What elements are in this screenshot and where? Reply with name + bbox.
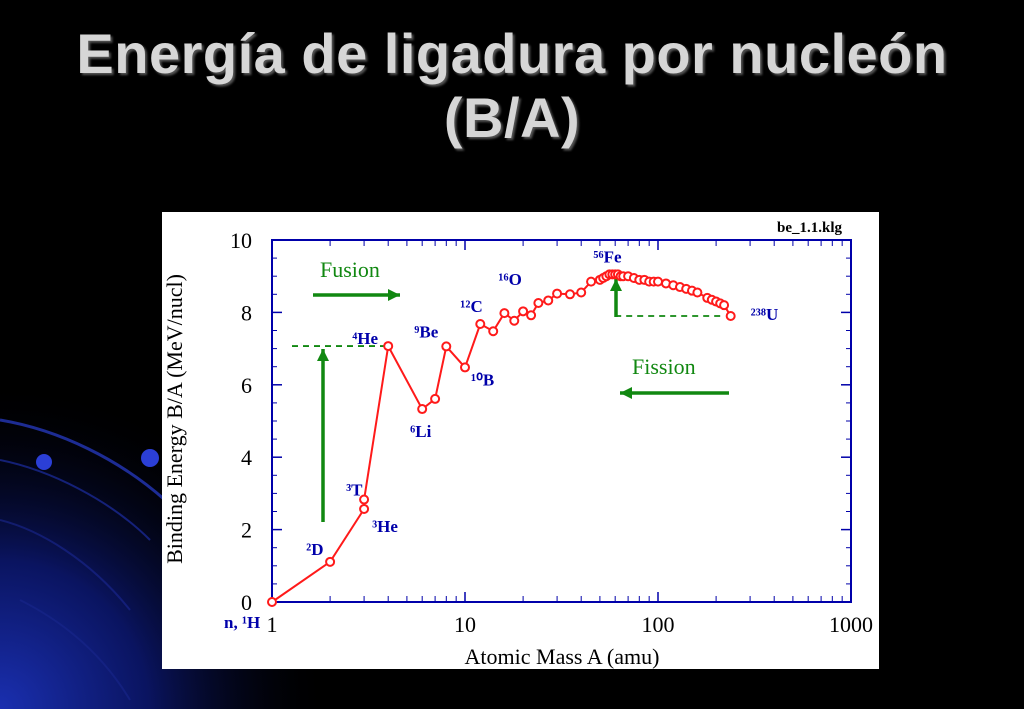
data-point bbox=[576, 287, 587, 298]
data-point bbox=[565, 289, 576, 300]
nuclide-label: ⁵⁶Fe bbox=[593, 247, 622, 266]
data-point bbox=[475, 318, 486, 329]
nuclide-label: ⁹Be bbox=[414, 322, 438, 341]
nuclide-label: ³He bbox=[372, 517, 398, 536]
data-point bbox=[552, 288, 563, 299]
data-point bbox=[267, 597, 277, 607]
nuclide-label: ⁶Li bbox=[410, 422, 431, 441]
y-tick-label: 4 bbox=[241, 445, 252, 470]
data-point bbox=[725, 311, 736, 322]
slide-title-line1: Energía de ligadura por nucleón bbox=[76, 22, 948, 85]
data-point bbox=[533, 297, 544, 308]
x-tick-label: 100 bbox=[642, 612, 675, 637]
chart-figure: be_1.1.klg Binding Energy B/A (MeV/nucl)… bbox=[162, 212, 879, 669]
fusion-energy-arrow-head bbox=[317, 349, 329, 361]
data-point bbox=[441, 341, 452, 352]
figure-id-label: be_1.1.klg bbox=[777, 220, 843, 236]
nuclide-label: n, ¹H bbox=[224, 613, 260, 632]
y-tick-label: 6 bbox=[241, 373, 252, 398]
nuclide-label: ⁴He bbox=[352, 329, 378, 348]
y-tick-label: 8 bbox=[241, 300, 252, 325]
fission-arrow-head bbox=[620, 387, 632, 399]
data-point bbox=[325, 556, 336, 567]
data-point bbox=[526, 310, 537, 321]
data-point bbox=[430, 393, 441, 404]
data-point bbox=[359, 494, 370, 505]
y-axis-label: Binding Energy B/A (MeV/nucl) bbox=[162, 274, 187, 564]
data-point bbox=[518, 306, 529, 317]
binding-energy-curve bbox=[271, 273, 732, 603]
x-tick-label: 1 bbox=[267, 612, 278, 637]
y-tick-label: 0 bbox=[241, 590, 252, 615]
nuclide-label: ¹⁰B bbox=[471, 370, 494, 389]
data-point bbox=[359, 503, 370, 514]
data-point bbox=[417, 404, 428, 415]
data-point bbox=[543, 295, 554, 306]
x-axis-label: Atomic Mass A (amu) bbox=[465, 644, 660, 669]
nuclide-label: ²³⁸U bbox=[751, 305, 779, 324]
fusion-arrow-head bbox=[388, 289, 400, 301]
slide-title-line2: (B/A) bbox=[443, 86, 581, 149]
y-tick-label: 2 bbox=[241, 518, 252, 543]
fission-energy-arrow-head bbox=[610, 279, 622, 291]
data-point bbox=[692, 287, 703, 298]
data-point bbox=[509, 315, 520, 326]
data-point bbox=[586, 276, 597, 287]
data-point bbox=[488, 326, 499, 337]
x-tick-label: 10 bbox=[454, 612, 476, 637]
y-tick-label: 10 bbox=[230, 228, 252, 253]
data-point bbox=[460, 362, 470, 373]
fission-label: Fission bbox=[632, 354, 696, 379]
plot-layer: 1 10 100 1000 0 2 4 6 8 10 n, ¹H ²D ³T ³He ⁴He ⁶Li ⁹Be ¹⁰… bbox=[224, 228, 873, 637]
x-tick-label: 1000 bbox=[829, 612, 873, 637]
nuclide-label: ¹⁶O bbox=[498, 270, 521, 289]
data-point bbox=[383, 341, 394, 352]
nuclide-label: ³T bbox=[346, 481, 363, 500]
binding-energy-chart: be_1.1.klg Binding Energy B/A (MeV/nucl)… bbox=[162, 220, 873, 669]
data-point bbox=[653, 276, 663, 287]
data-point bbox=[499, 308, 510, 319]
slide-title: Energía de ligadura por nucleón (B/A) bbox=[0, 22, 1024, 150]
nuclide-label: ¹²C bbox=[460, 297, 482, 316]
data-point bbox=[719, 300, 730, 311]
nuclide-label: ²D bbox=[306, 540, 323, 559]
fusion-label: Fusion bbox=[320, 257, 380, 282]
